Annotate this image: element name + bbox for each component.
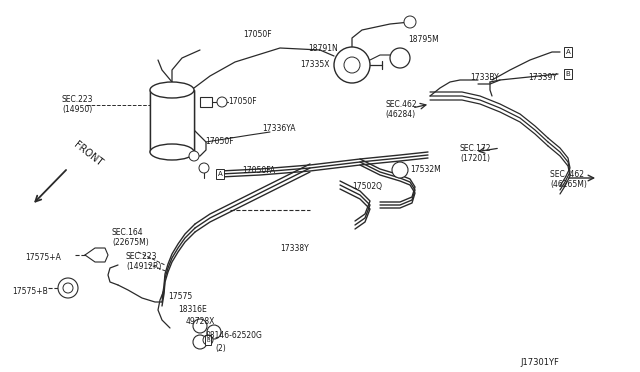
Text: SEC.172: SEC.172 (460, 144, 492, 153)
Text: 17335X: 17335X (300, 60, 330, 69)
Text: B: B (206, 337, 210, 343)
Circle shape (189, 151, 199, 161)
Bar (564, 47, 572, 57)
Text: A: A (218, 171, 222, 177)
Circle shape (203, 335, 213, 345)
Circle shape (58, 278, 78, 298)
Circle shape (63, 283, 73, 293)
Text: 18795M: 18795M (408, 35, 439, 44)
Circle shape (334, 47, 370, 83)
Ellipse shape (150, 144, 194, 160)
Text: SEC.164: SEC.164 (112, 228, 143, 237)
Bar (200, 97, 212, 107)
Text: 17050F: 17050F (243, 30, 271, 39)
Text: FRONT: FRONT (72, 140, 104, 168)
Circle shape (217, 97, 227, 107)
Circle shape (344, 57, 360, 73)
Text: 17502Q: 17502Q (352, 182, 382, 191)
Text: J17301YF: J17301YF (520, 358, 559, 367)
Circle shape (199, 163, 209, 173)
Text: (46265M): (46265M) (550, 180, 587, 189)
Text: SEC.223: SEC.223 (126, 252, 157, 261)
Text: 17050F: 17050F (205, 137, 234, 146)
Text: 17575: 17575 (168, 292, 192, 301)
Text: 1733BY: 1733BY (470, 73, 499, 82)
Text: A: A (566, 49, 570, 55)
Ellipse shape (150, 82, 194, 98)
Text: 18791N: 18791N (308, 44, 338, 53)
Circle shape (193, 319, 207, 333)
Text: (14950): (14950) (62, 105, 92, 114)
Text: 17050FA: 17050FA (242, 166, 275, 175)
Text: (2): (2) (215, 344, 226, 353)
Text: (46284): (46284) (385, 110, 415, 119)
Circle shape (193, 335, 207, 349)
Text: 17050F: 17050F (228, 97, 257, 106)
Text: (22675M): (22675M) (112, 238, 148, 247)
Text: (14912R): (14912R) (126, 262, 161, 271)
Text: 17338Y: 17338Y (280, 244, 308, 253)
Text: 17336YA: 17336YA (262, 124, 296, 133)
Bar (564, 69, 572, 79)
Text: 17575+B: 17575+B (12, 287, 48, 296)
Text: 08146-62520G: 08146-62520G (206, 331, 263, 340)
Text: (17201): (17201) (460, 154, 490, 163)
Bar (205, 336, 211, 344)
Text: 49728X: 49728X (186, 317, 216, 326)
Circle shape (404, 16, 416, 28)
Text: 18316E: 18316E (178, 305, 207, 314)
Circle shape (390, 48, 410, 68)
Text: SEC.223: SEC.223 (62, 95, 93, 104)
Bar (216, 169, 223, 179)
Bar (150, 90, 194, 152)
Circle shape (207, 325, 221, 339)
Text: SEC.462: SEC.462 (385, 100, 417, 109)
Text: 17532M: 17532M (410, 165, 441, 174)
Text: 17575+A: 17575+A (25, 253, 61, 262)
Circle shape (392, 162, 408, 178)
Text: B: B (566, 71, 570, 77)
Text: 17339Y: 17339Y (528, 73, 557, 82)
Text: SEC. 462: SEC. 462 (550, 170, 584, 179)
